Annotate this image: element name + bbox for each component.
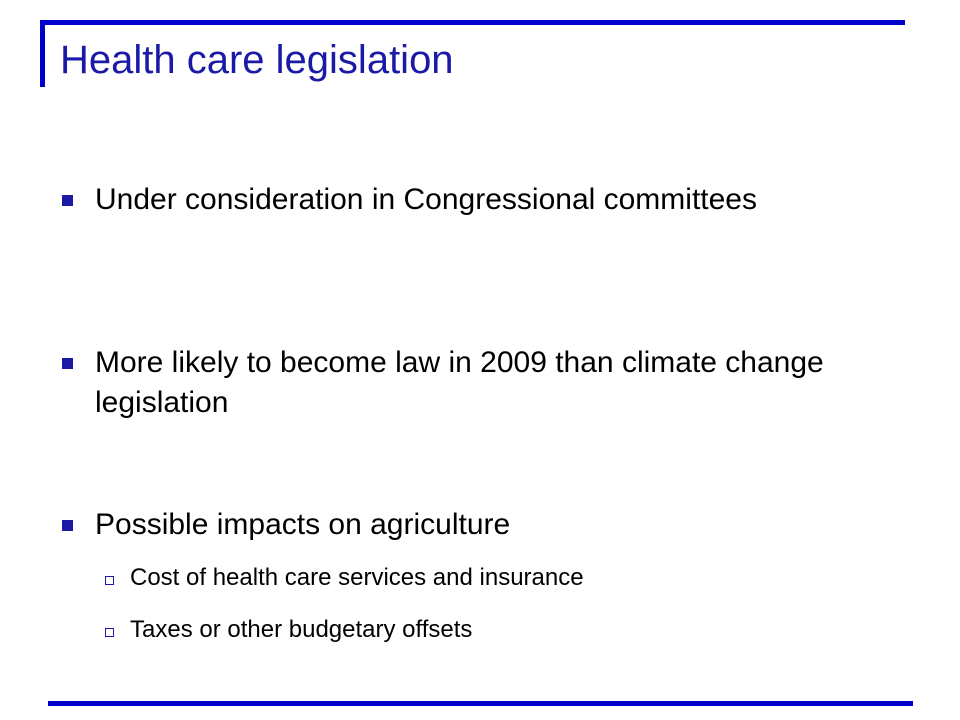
bullet-text: Possible impacts on agriculture (95, 508, 511, 541)
top-accent-rule (40, 20, 905, 25)
sub-bullet-text: Cost of health care services and insuran… (130, 564, 584, 591)
bullet-item: More likely to become law in 2009 than c… (62, 343, 855, 423)
square-bullet-icon (62, 520, 73, 531)
bullet-item: Under consideration in Congressional com… (62, 180, 855, 220)
sub-bullet-item: Taxes or other budgetary offsets (105, 615, 850, 645)
bullet-item: Possible impacts on agriculture (62, 505, 855, 545)
slide-title: Health care legislation (60, 38, 454, 82)
bullet-text: More likely to become law in 2009 than c… (95, 346, 824, 419)
square-bullet-icon (62, 195, 73, 206)
hollow-square-bullet-icon (105, 628, 114, 637)
bullet-text: Under consideration in Congressional com… (95, 183, 757, 216)
left-accent-rule (40, 20, 45, 87)
bottom-accent-rule (48, 701, 913, 706)
hollow-square-bullet-icon (105, 576, 114, 585)
sub-bullet-item: Cost of health care services and insuran… (105, 563, 850, 593)
square-bullet-icon (62, 358, 73, 369)
sub-bullet-text: Taxes or other budgetary offsets (130, 616, 473, 643)
